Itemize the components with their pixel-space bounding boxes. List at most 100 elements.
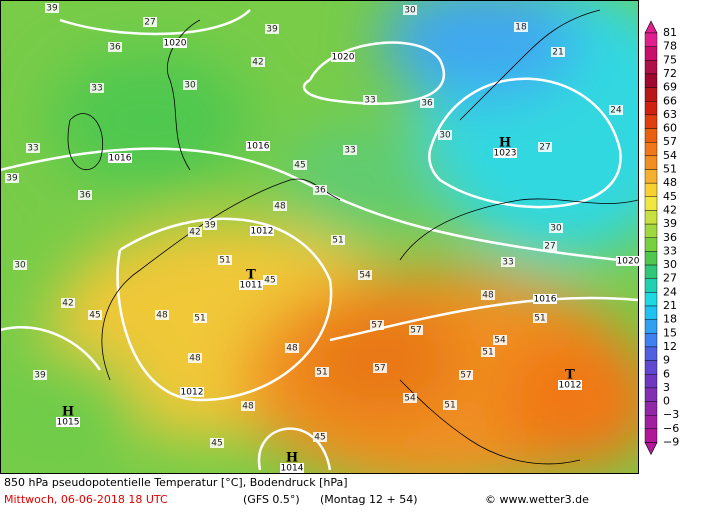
isobar-label: 1016 (247, 142, 270, 152)
isobar-label: 1016 (109, 154, 132, 164)
contour-label: 24 (610, 106, 622, 116)
colorbar-label: 30 (663, 258, 677, 271)
label-bg (293, 160, 307, 170)
contour-label: 51 (332, 236, 343, 246)
isobars (1, 9, 638, 471)
label-bg (26, 143, 40, 153)
colorbar-label: 18 (663, 313, 677, 326)
label-bg (251, 57, 265, 67)
colorbar-label: 33 (663, 244, 677, 257)
contour-label: 36 (79, 191, 91, 201)
colorbar-label: −9 (663, 436, 679, 449)
isobar-label: 1020 (164, 39, 187, 49)
contour-label: 33 (27, 144, 38, 154)
contour-label: 45 (294, 161, 305, 171)
label-bg (616, 256, 640, 266)
label-bg (331, 52, 355, 62)
label-bg (56, 417, 80, 427)
colorbar-label: 57 (663, 135, 677, 148)
label-bg (163, 38, 187, 48)
colorbar-cell (644, 60, 658, 75)
isobar-label: 1012 (251, 227, 274, 237)
center-pressure: 1015 (57, 418, 80, 428)
colorbar-cell (644, 141, 658, 157)
contour-label: 45 (89, 311, 100, 321)
contour-label: 39 (46, 4, 58, 14)
footer-credit: © www.wetter3.de (485, 493, 589, 506)
label-bg (61, 298, 75, 308)
label-bg (501, 257, 515, 267)
contour-label: 48 (482, 291, 494, 301)
center-pressure: 1023 (494, 149, 517, 159)
colorbar-label: 63 (663, 108, 677, 121)
label-bg (459, 370, 473, 380)
label-bg (210, 438, 224, 448)
footer-title: 850 hPa pseudopotentielle Temperatur [°C… (4, 476, 348, 489)
label-bg (280, 463, 304, 473)
colorbar-cell (644, 346, 658, 361)
center-pressure: 1011 (240, 281, 263, 291)
contour-label: 48 (242, 402, 254, 412)
colorbar-label: 45 (663, 190, 677, 203)
label-bg (108, 153, 132, 163)
colorbar-cell (644, 401, 658, 416)
label-bg (313, 432, 327, 442)
colorbar-cell (644, 46, 658, 61)
label-bg (551, 47, 565, 57)
label-bg (90, 83, 104, 93)
colorbar-label: −3 (663, 408, 679, 421)
map (1, 1, 638, 473)
label-bg (33, 370, 47, 380)
contour-label: 39 (266, 25, 278, 35)
colorbar-arrow-bottom (644, 442, 658, 456)
label-bg (155, 310, 169, 320)
colorbar-label: 75 (663, 53, 677, 66)
label-bg (241, 401, 255, 411)
contour-label: 57 (460, 371, 471, 381)
contour-label: 48 (286, 344, 298, 354)
colorbar-cell (644, 114, 658, 129)
contour-label: 39 (34, 371, 46, 381)
label-bg (373, 363, 387, 373)
label-bg (493, 148, 517, 158)
center-letter: T (565, 368, 575, 383)
contour-label: 54 (359, 271, 371, 281)
contour-label: 30 (14, 261, 26, 271)
colorbar-label: 36 (663, 231, 677, 244)
colorbar-cell (644, 128, 658, 143)
colorbar-label: 72 (663, 67, 677, 80)
center-letter: H (62, 405, 74, 420)
colorbar-label: 15 (663, 326, 677, 339)
label-bg (315, 367, 329, 377)
contour-label: 27 (144, 18, 155, 28)
contour-label: 42 (62, 299, 73, 309)
label-bg (203, 220, 217, 230)
colorbar-cell (644, 87, 658, 102)
contour-label: 39 (6, 174, 18, 184)
label-bg (370, 320, 384, 330)
contour-label: 33 (364, 96, 375, 106)
contour-label: 51 (482, 348, 493, 358)
contour-label: 54 (404, 394, 416, 404)
contour-label: 33 (344, 146, 355, 156)
label-bg (45, 3, 59, 13)
colorbar-label: 81 (663, 26, 677, 39)
center-pressure: 1012 (559, 381, 582, 391)
contour-label: 48 (156, 311, 168, 321)
contour-label: 39 (204, 221, 216, 231)
contour-label: 45 (211, 439, 222, 449)
label-bg (609, 105, 623, 115)
footer-model: (GFS 0.5°) (243, 493, 300, 506)
label-bg (193, 313, 207, 323)
colorbar-label: 0 (663, 395, 670, 408)
contour-label: 36 (109, 43, 121, 53)
contour-label: 30 (439, 131, 451, 141)
label-bg (239, 280, 263, 290)
center-letter: H (286, 451, 298, 466)
label-bg (218, 255, 232, 265)
label-bg (183, 80, 197, 90)
colorbar-cell (644, 196, 658, 211)
colorbar-label: 51 (663, 163, 677, 176)
colorbar-cell (644, 73, 658, 88)
label-bg (180, 387, 204, 397)
